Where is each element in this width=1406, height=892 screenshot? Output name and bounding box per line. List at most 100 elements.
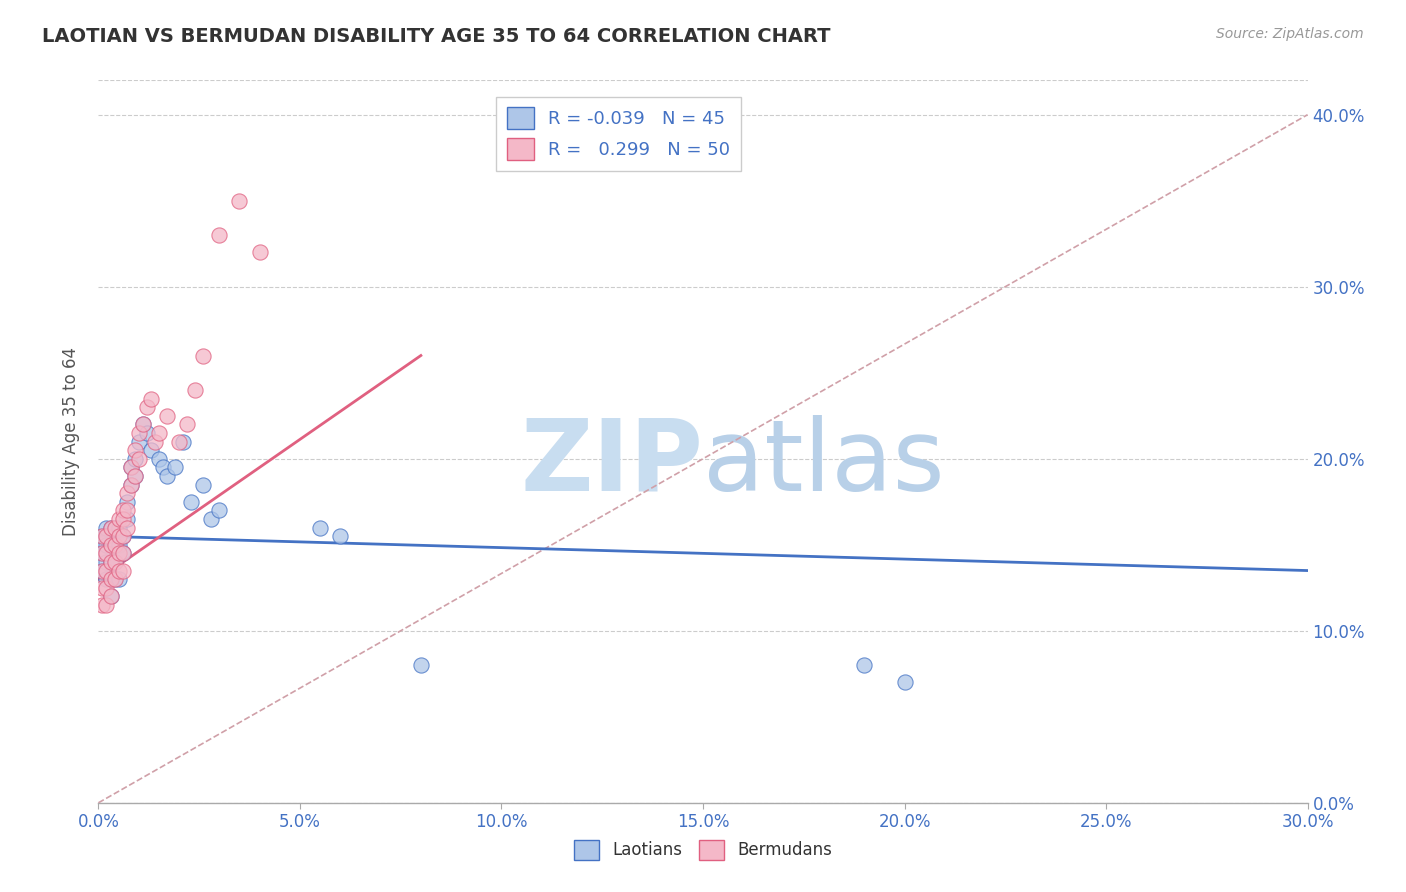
Point — [103, 538, 125, 552]
Point — [111, 529, 134, 543]
Point — [172, 434, 194, 449]
Point — [135, 400, 157, 414]
Point — [156, 409, 179, 423]
Point — [91, 564, 114, 578]
Point — [208, 228, 231, 243]
Point — [96, 520, 118, 534]
Point — [184, 383, 207, 397]
Point — [91, 546, 114, 560]
Point — [228, 194, 250, 208]
Point — [100, 555, 122, 569]
Point — [111, 503, 134, 517]
Point — [103, 520, 125, 534]
Text: ZIP: ZIP — [520, 415, 703, 512]
Point — [124, 451, 146, 466]
Legend: Laotians, Bermudans: Laotians, Bermudans — [567, 833, 839, 867]
Point — [148, 425, 170, 440]
Point — [96, 598, 118, 612]
Point — [100, 590, 122, 604]
Y-axis label: Disability Age 35 to 64: Disability Age 35 to 64 — [62, 347, 80, 536]
Point — [103, 572, 125, 586]
Point — [115, 486, 138, 500]
Point — [309, 520, 332, 534]
Point — [193, 477, 215, 491]
Point — [208, 503, 231, 517]
Point — [107, 546, 129, 560]
Point — [91, 598, 114, 612]
Point — [128, 434, 150, 449]
Point — [96, 538, 118, 552]
Point — [111, 546, 134, 560]
Point — [128, 425, 150, 440]
Point — [91, 529, 114, 543]
Point — [163, 460, 186, 475]
Point — [167, 434, 190, 449]
Point — [152, 460, 174, 475]
Point — [200, 512, 222, 526]
Point — [107, 564, 129, 578]
Point — [180, 494, 202, 508]
Point — [115, 512, 138, 526]
Point — [853, 658, 876, 673]
Point — [111, 546, 134, 560]
Point — [111, 529, 134, 543]
Point — [124, 469, 146, 483]
Point — [91, 564, 114, 578]
Point — [100, 520, 122, 534]
Point — [143, 434, 166, 449]
Point — [193, 349, 215, 363]
Point — [132, 417, 155, 432]
Point — [96, 572, 118, 586]
Point — [91, 529, 114, 543]
Point — [128, 451, 150, 466]
Point — [103, 538, 125, 552]
Point — [329, 529, 352, 543]
Text: LAOTIAN VS BERMUDAN DISABILITY AGE 35 TO 64 CORRELATION CHART: LAOTIAN VS BERMUDAN DISABILITY AGE 35 TO… — [42, 27, 831, 45]
Point — [100, 538, 122, 552]
Point — [96, 564, 118, 578]
Point — [107, 520, 129, 534]
Point — [139, 443, 162, 458]
Point — [120, 460, 142, 475]
Point — [115, 503, 138, 517]
Text: Source: ZipAtlas.com: Source: ZipAtlas.com — [1216, 27, 1364, 41]
Point — [120, 460, 142, 475]
Point — [115, 520, 138, 534]
Point — [148, 451, 170, 466]
Point — [91, 546, 114, 560]
Point — [100, 572, 122, 586]
Point — [111, 564, 134, 578]
Point — [100, 538, 122, 552]
Point — [96, 581, 118, 595]
Point — [100, 555, 122, 569]
Text: atlas: atlas — [703, 415, 945, 512]
Point — [103, 555, 125, 569]
Point — [107, 529, 129, 543]
Point — [249, 245, 271, 260]
Point — [100, 572, 122, 586]
Point — [120, 477, 142, 491]
Point — [96, 555, 118, 569]
Point — [96, 529, 118, 543]
Point — [96, 546, 118, 560]
Point — [103, 520, 125, 534]
Point — [120, 477, 142, 491]
Point — [103, 555, 125, 569]
Point — [91, 581, 114, 595]
Point — [107, 572, 129, 586]
Point — [176, 417, 198, 432]
Point — [107, 512, 129, 526]
Point — [132, 417, 155, 432]
Point — [139, 392, 162, 406]
Point — [100, 520, 122, 534]
Point — [115, 494, 138, 508]
Point — [156, 469, 179, 483]
Point — [124, 443, 146, 458]
Point — [107, 538, 129, 552]
Point — [100, 590, 122, 604]
Point — [124, 469, 146, 483]
Point — [409, 658, 432, 673]
Point — [111, 512, 134, 526]
Point — [103, 572, 125, 586]
Point — [135, 425, 157, 440]
